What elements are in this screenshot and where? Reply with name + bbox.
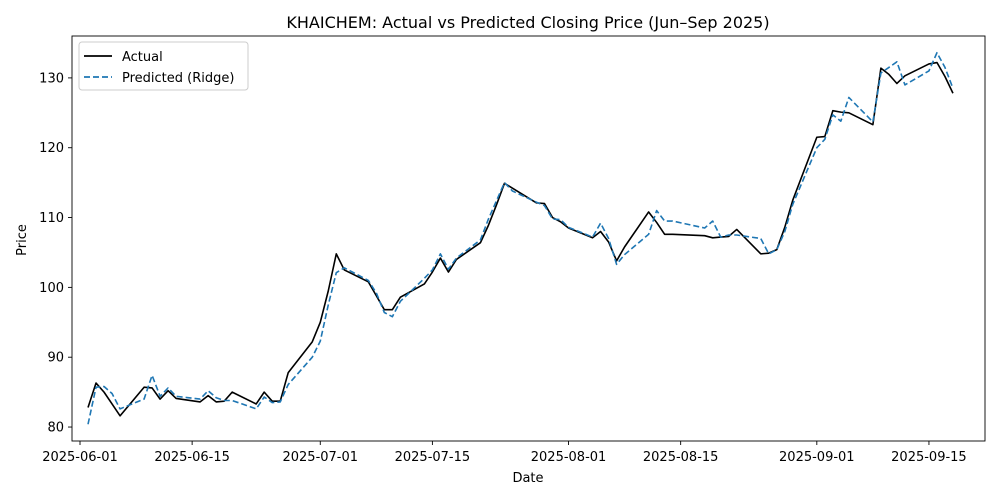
series-line-predicted	[87, 51, 954, 425]
y-tick-label: 100	[39, 281, 64, 296]
legend-label-predicted: Predicted (Ridge)	[122, 71, 234, 86]
legend-box	[78, 41, 249, 91]
y-tick-label: 90	[47, 351, 64, 366]
x-axis-label: Date	[512, 471, 543, 486]
y-tick-label: 120	[39, 141, 64, 156]
series-lines	[87, 51, 954, 425]
chart-title: KHAICHEM: Actual vs Predicted Closing Pr…	[286, 13, 769, 32]
x-tick-label: 2025-06-01	[42, 450, 118, 465]
legend-label-actual: Actual	[122, 50, 163, 65]
x-tick-label: 2025-08-15	[643, 450, 719, 465]
x-tick-label: 2025-08-01	[531, 450, 607, 465]
x-tick-label: 2025-07-15	[395, 450, 471, 465]
y-tick-label: 130	[39, 71, 64, 86]
legend: Actual Predicted (Ridge)	[78, 41, 249, 91]
x-tick-label: 2025-09-01	[779, 450, 855, 465]
y-tick-label: 80	[47, 421, 64, 436]
y-tick-label: 110	[39, 211, 64, 226]
y-axis-label: Price	[15, 224, 30, 256]
axis-ticks: 2025-06-01 2025-06-15 2025-07-01 2025-07-15…	[39, 71, 967, 465]
x-tick-label: 2025-07-01	[282, 450, 358, 465]
plot-frame	[71, 35, 986, 442]
series-line-actual	[87, 61, 954, 417]
x-tick-label: 2025-06-15	[154, 450, 230, 465]
x-tick-label: 2025-09-15	[891, 450, 967, 465]
